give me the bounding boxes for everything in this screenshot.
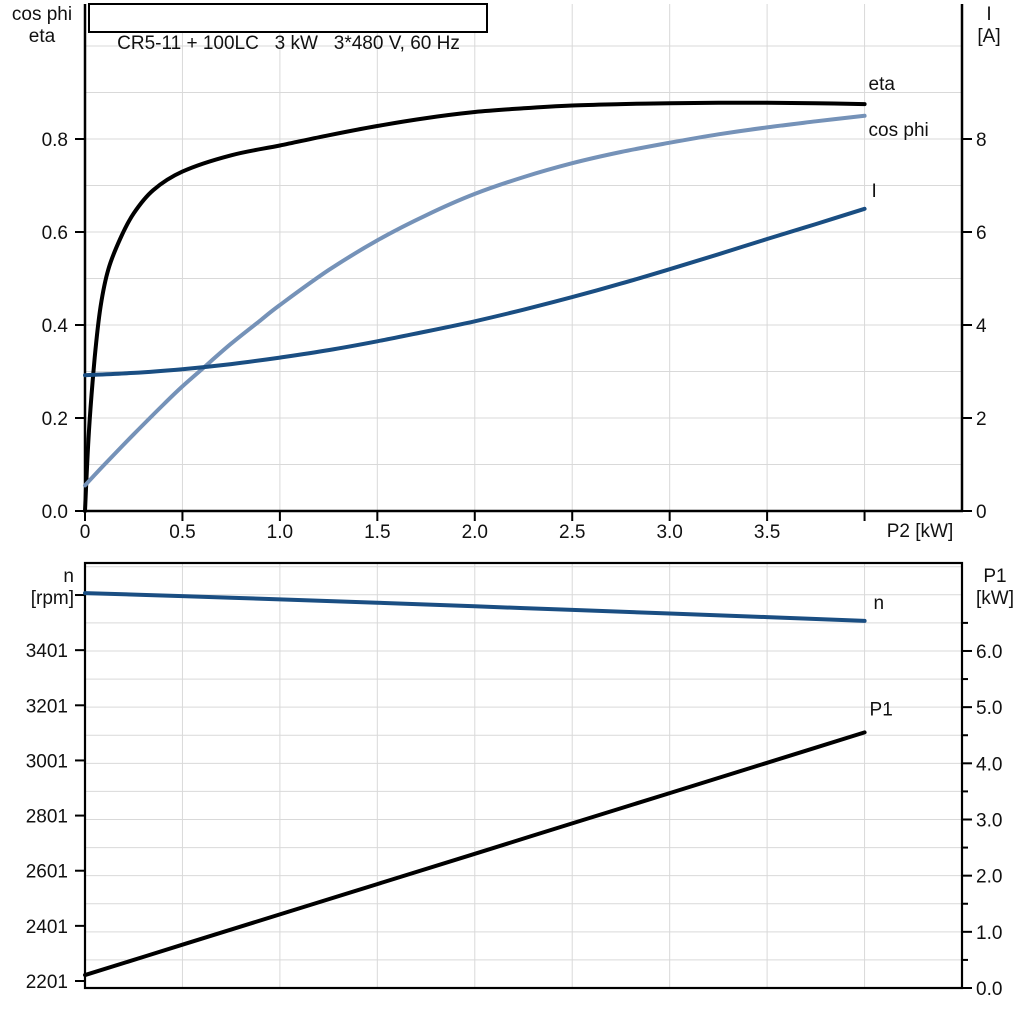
- bottom-chart: 2201 2401 2601 2801 3001 3201 3401 0.0 1.0 2.0 3.0…: [26, 561, 1002, 1000]
- right-axis-tick-label: 8: [976, 130, 987, 151]
- right-axis-tick-label: 2: [976, 409, 987, 430]
- right-axis-tick-label: 5.0: [976, 698, 1002, 719]
- n-curve: [83, 591, 867, 623]
- left-axis-tick-label: 0.4: [42, 316, 69, 337]
- cos-phi-curve-label: cos phi: [869, 120, 929, 141]
- left-axis-tick-label: 3201: [26, 696, 68, 717]
- right-axis-tick-label: 4.0: [976, 754, 1002, 775]
- right-axis-tick-label: 2.0: [976, 867, 1002, 888]
- left-axis-tick-label: 2601: [26, 862, 68, 883]
- x-axis-tick-label: 2.0: [462, 522, 488, 543]
- left-axis-tick-label: 2401: [26, 917, 68, 938]
- p1-curve-label: P1: [870, 699, 893, 720]
- speed-axis-title-line2: [rpm]: [30, 588, 74, 609]
- left-axis-tick-label: 3401: [26, 641, 68, 662]
- right-axis-title-line1: I: [986, 4, 992, 25]
- x-axis-tick-label: 3.5: [754, 522, 780, 543]
- right-axis-tick-label: 6: [976, 223, 987, 244]
- p1-axis-title-line1: P1: [983, 566, 1007, 587]
- top-chart: 0.0 0.2 0.4 0.6 0.8 0 2 4 6 8 0 0.5 1.0 1.5 2.0 2.5 3.0 3…: [42, 4, 987, 543]
- x-axis-tick-label: 2.5: [559, 522, 585, 543]
- left-axis-title-line1: cos phi: [11, 4, 73, 25]
- right-axis-tick-label: 0: [976, 502, 987, 523]
- n-curve-label: n: [874, 593, 885, 614]
- chart-title-box: CR5-11 + 100LC 3 kW 3*480 V, 60 Hz: [88, 3, 488, 54]
- x-axis-tick-label: 1.5: [364, 522, 390, 543]
- left-axis-tick-label: 3001: [26, 751, 68, 772]
- speed-axis-title-line1: n: [63, 566, 74, 587]
- x-axis-tick-label: 0.5: [169, 522, 195, 543]
- eta-curve-label: eta: [869, 74, 896, 95]
- left-axis-tick-label: 2801: [26, 807, 68, 828]
- left-axis-tick-label: 2201: [26, 972, 68, 993]
- left-axis-tick-label: 0.2: [42, 409, 68, 430]
- right-axis-tick-label: 0.0: [976, 979, 1002, 1000]
- left-axis-tick-label: 0.8: [42, 130, 68, 151]
- eta-curve: [83, 100, 867, 513]
- bottom-right-axis-header: P1 [kW]: [966, 566, 1024, 610]
- x-axis-label: P2 [kW]: [886, 521, 954, 542]
- cos-phi-curve: [83, 113, 867, 488]
- left-axis-tick-label: 0.0: [42, 502, 68, 523]
- x-axis-tick-label: 1.0: [267, 522, 293, 543]
- left-axis-title-line2: eta: [28, 26, 56, 47]
- chart-title: CR5-11 + 100LC 3 kW 3*480 V, 60 Hz: [117, 33, 460, 54]
- i-curve-label: I: [872, 181, 877, 202]
- x-axis-tick-label: 0: [80, 522, 91, 543]
- p1-axis-title-line2: [kW]: [976, 588, 1014, 609]
- right-axis-tick-label: 1.0: [976, 923, 1002, 944]
- top-left-axis-header: cos phi eta: [0, 4, 84, 48]
- right-axis-tick-label: 6.0: [976, 642, 1002, 663]
- bottom-left-axis-header: n [rpm]: [0, 566, 74, 610]
- right-axis-tick-label: 3.0: [976, 810, 1002, 831]
- right-axis-tick-label: 4: [976, 316, 987, 337]
- left-axis-tick-label: 0.6: [42, 223, 68, 244]
- right-axis-title-line2: [A]: [977, 26, 1001, 47]
- x-axis-tick-label: 3.0: [656, 522, 682, 543]
- chart-frame: [83, 561, 964, 990]
- top-right-axis-header: I [A]: [958, 4, 1020, 48]
- i-curve: [83, 206, 867, 378]
- p1-curve: [83, 730, 867, 978]
